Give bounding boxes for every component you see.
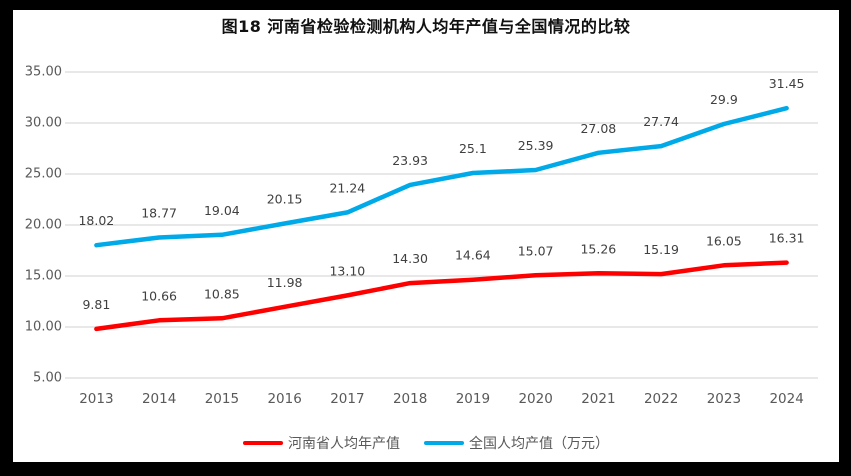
y-axis-tick-label: 25.00 xyxy=(25,167,62,182)
x-axis-tick-label: 2022 xyxy=(644,391,678,407)
data-label: 15.07 xyxy=(518,243,554,258)
series-line-0 xyxy=(94,260,789,332)
x-axis-tick-label: 2020 xyxy=(518,391,552,407)
x-axis-tick-label: 2016 xyxy=(267,391,301,407)
data-label: 10.85 xyxy=(204,286,240,301)
legend-label-national: 全国人均产值（万元） xyxy=(469,436,609,452)
data-label: 14.64 xyxy=(455,248,491,263)
data-label: 16.05 xyxy=(706,233,742,248)
data-label: 25.1 xyxy=(459,141,487,156)
data-label: 9.81 xyxy=(82,297,110,312)
x-axis-tick-label: 2021 xyxy=(581,391,615,407)
legend-item-national: 全国人均产值（万元） xyxy=(424,433,609,453)
henan-line-swatch xyxy=(243,441,283,445)
data-label: 16.31 xyxy=(769,231,805,246)
legend-label-henan: 河南省人均年产值 xyxy=(288,436,400,452)
x-axis-tick-label: 2017 xyxy=(330,391,364,407)
data-label: 18.77 xyxy=(141,206,177,221)
x-axis-tick-label: 2023 xyxy=(707,391,741,407)
data-label: 29.9 xyxy=(710,92,738,107)
data-label: 14.30 xyxy=(392,251,428,266)
y-axis-tick-label: 15.00 xyxy=(25,269,62,284)
y-axis-tick-label: 30.00 xyxy=(25,116,62,131)
y-axis-tick-label: 5.00 xyxy=(33,371,62,386)
data-label: 20.15 xyxy=(267,191,303,206)
data-label: 10.66 xyxy=(141,288,177,303)
line-chart: 35.00 30.00 25.00 20.00 15.00 10.00 5.00 2013 20… xyxy=(25,65,818,407)
data-label: 27.08 xyxy=(580,121,616,136)
data-label: 11.98 xyxy=(267,275,303,290)
x-axis-tick-label: 2014 xyxy=(142,391,176,407)
series-line-1 xyxy=(94,105,789,248)
national-line-swatch xyxy=(424,441,464,445)
y-axis-tick-label: 20.00 xyxy=(25,218,62,233)
x-axis-tick-label: 2015 xyxy=(205,391,239,407)
data-label: 23.93 xyxy=(392,153,428,168)
data-label: 19.04 xyxy=(204,203,240,218)
data-label: 25.39 xyxy=(518,138,554,153)
legend-item-henan: 河南省人均年产值 xyxy=(243,433,400,453)
data-label: 15.19 xyxy=(643,242,679,257)
data-label: 15.26 xyxy=(580,241,616,256)
data-label: 13.10 xyxy=(329,263,365,278)
chart-legend: 河南省人均年产值 全国人均产值（万元） xyxy=(13,433,839,453)
y-axis-tick-label: 10.00 xyxy=(25,320,62,335)
x-axis-tick-label: 2013 xyxy=(79,391,113,407)
data-label: 27.74 xyxy=(643,114,679,129)
data-label: 21.24 xyxy=(329,180,365,195)
y-axis-tick-label: 35.00 xyxy=(25,65,62,80)
data-label: 18.02 xyxy=(78,213,114,228)
chart-canvas: 图18 河南省检验检测机构人均年产值与全国情况的比较 35.00 30.00 25.… xyxy=(13,10,839,462)
data-label: 31.45 xyxy=(769,76,805,91)
chart-title: 图18 河南省检验检测机构人均年产值与全国情况的比较 xyxy=(221,17,631,36)
x-axis-tick-label: 2024 xyxy=(769,391,803,407)
x-axis-tick-label: 2019 xyxy=(456,391,490,407)
x-axis-tick-label: 2018 xyxy=(393,391,427,407)
